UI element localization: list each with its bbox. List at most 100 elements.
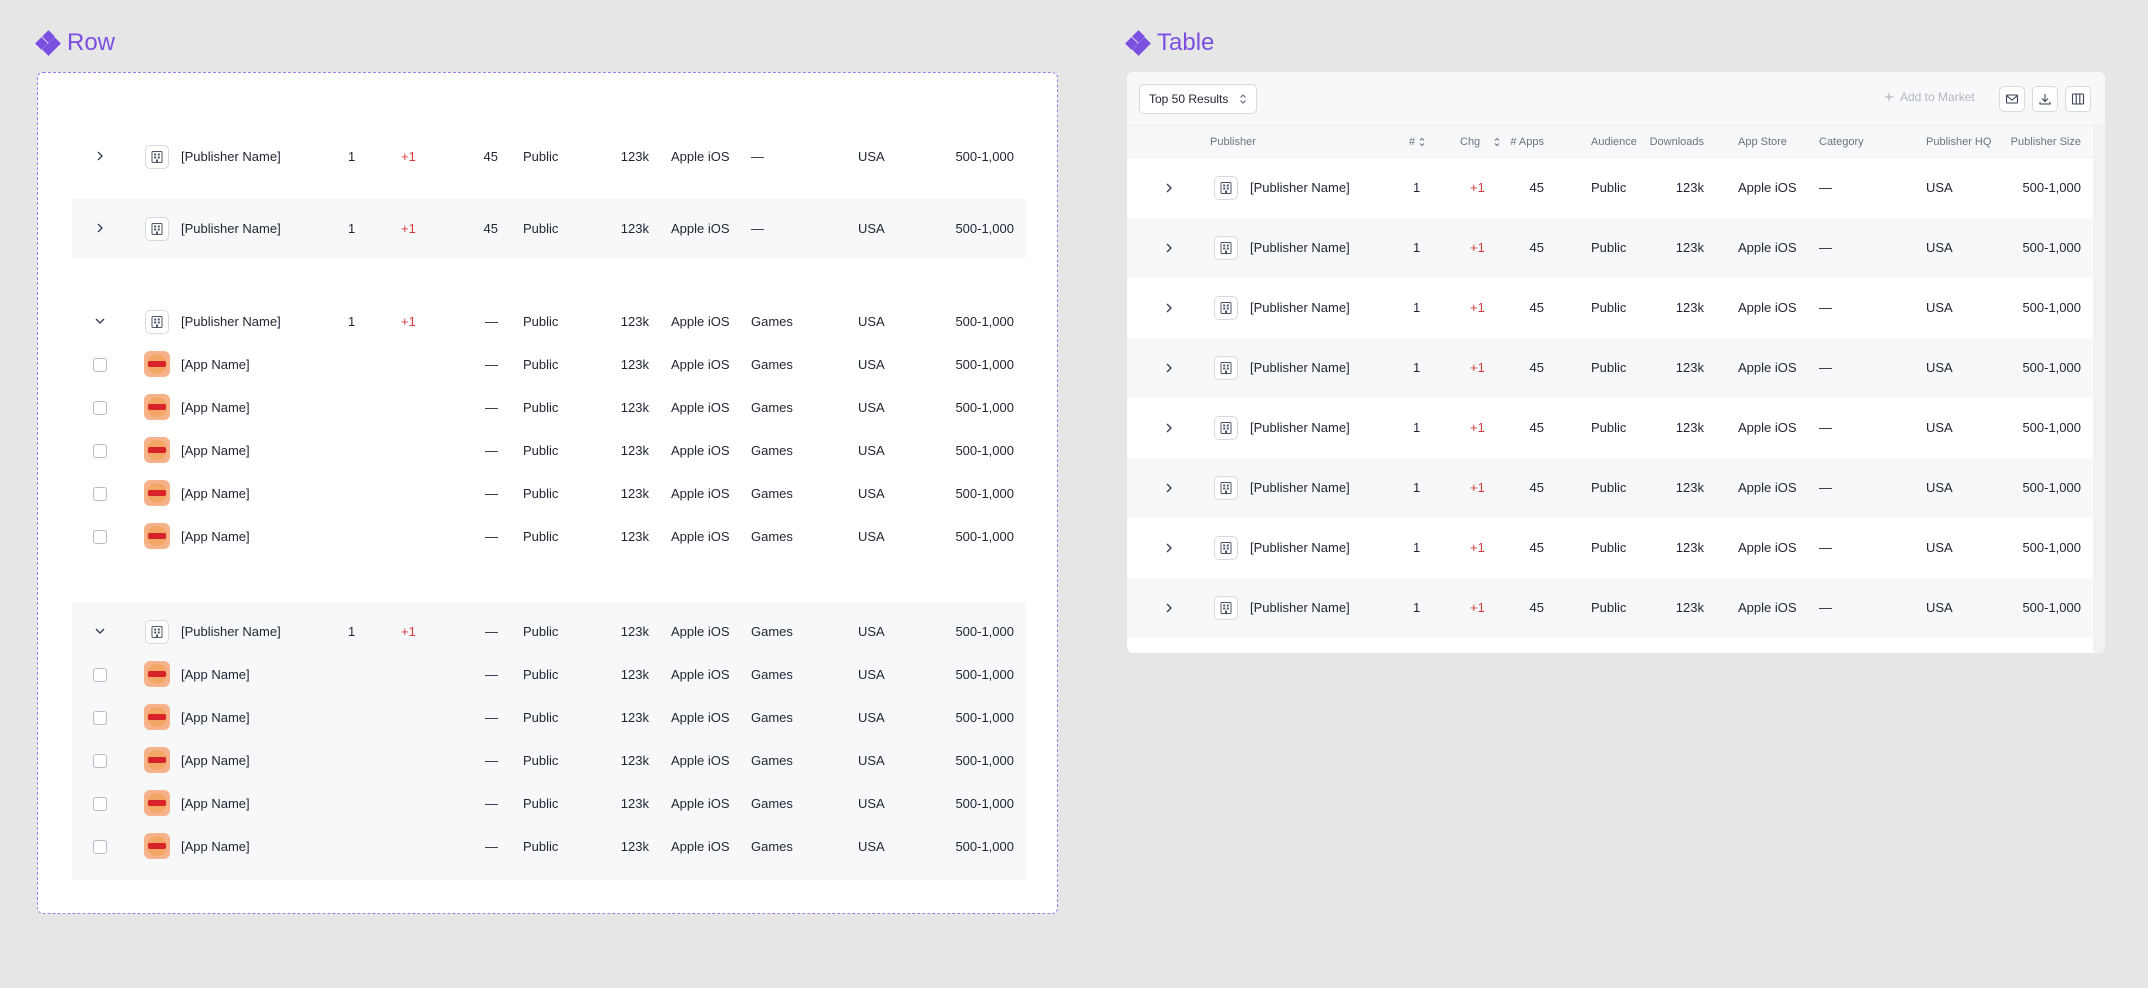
add-to-market-button[interactable]: Add to Market (1884, 90, 1975, 104)
app-row[interactable]: [App Name] — Public 123k Apple iOS Games… (72, 343, 1026, 386)
chevron-right-icon[interactable] (94, 222, 106, 234)
app-count: — (485, 796, 498, 811)
col-publisher-hq[interactable]: Publisher HQ (1926, 136, 1992, 148)
col-app-store[interactable]: App Store (1738, 136, 1787, 148)
download-icon[interactable] (2032, 86, 2058, 112)
chevron-down-icon[interactable] (94, 315, 106, 327)
app-store: Apple iOS (671, 753, 730, 768)
category: — (1819, 180, 1832, 195)
app-checkbox[interactable] (93, 754, 107, 768)
col-apps[interactable]: # Apps (1510, 136, 1544, 148)
app-row[interactable]: [App Name] — Public 123k Apple iOS Games… (72, 825, 1026, 868)
app-count: 45 (1529, 300, 1544, 315)
burger-king-app-icon (144, 833, 170, 859)
app-checkbox[interactable] (93, 711, 107, 725)
app-checkbox[interactable] (93, 797, 107, 811)
category: Games (751, 710, 793, 725)
chevron-right-icon[interactable] (1163, 362, 1175, 374)
table-scrollbar[interactable] (2093, 126, 2105, 653)
table-row[interactable]: [Publisher Name] 1 +1 45 Public 123k App… (1127, 398, 2093, 458)
app-checkbox[interactable] (93, 401, 107, 415)
col-chg[interactable]: Chg (1460, 126, 1500, 158)
app-row[interactable]: [App Name] — Public 123k Apple iOS Games… (72, 782, 1026, 825)
col-chg-label: Chg (1460, 136, 1481, 148)
publisher-size: 500-1,000 (955, 357, 1014, 372)
publisher-row[interactable]: [Publisher Name] 1 +1 45 Public 123k App… (72, 135, 1026, 178)
category: — (751, 149, 764, 164)
app-row[interactable]: [App Name] — Public 123k Apple iOS Games… (72, 739, 1026, 782)
publisher-size: 500-1,000 (2022, 300, 2081, 315)
app-row[interactable]: [App Name] — Public 123k Apple iOS Games… (72, 515, 1026, 558)
publisher-row[interactable]: [Publisher Name] 1 +1 45 Public 123k App… (72, 207, 1026, 250)
col-publisher-size[interactable]: Publisher Size (2010, 136, 2081, 148)
category: — (1819, 540, 1832, 555)
app-row[interactable]: [App Name] — Public 123k Apple iOS Games… (72, 472, 1026, 515)
app-row[interactable]: [App Name] — Public 123k Apple iOS Games… (72, 429, 1026, 472)
rank: 1 (1413, 240, 1421, 255)
app-row[interactable]: [App Name] — Public 123k Apple iOS Games… (72, 653, 1026, 696)
audience: Public (523, 667, 559, 682)
chevron-right-icon[interactable] (1163, 542, 1175, 554)
chevron-down-icon[interactable] (94, 625, 106, 637)
mail-icon[interactable] (1999, 86, 2025, 112)
app-name: [App Name] (181, 529, 250, 544)
app-checkbox[interactable] (93, 668, 107, 682)
col-downloads[interactable]: Downloads (1649, 136, 1704, 148)
app-row[interactable]: [App Name] — Public 123k Apple iOS Games… (72, 386, 1026, 429)
col-publisher[interactable]: Publisher (1210, 136, 1256, 148)
rank: 1 (1413, 540, 1421, 555)
table-row[interactable]: [Publisher Name] 1 +1 45 Public 123k App… (1127, 218, 2093, 278)
chevron-right-icon[interactable] (1163, 602, 1175, 614)
chevron-right-icon[interactable] (1163, 302, 1175, 314)
app-checkbox[interactable] (93, 487, 107, 501)
app-name: [App Name] (181, 667, 250, 682)
publisher-hq: USA (1926, 300, 1953, 315)
app-checkbox[interactable] (93, 444, 107, 458)
app-checkbox[interactable] (93, 358, 107, 372)
results-select[interactable]: Top 50 Results (1139, 84, 1257, 114)
app-store: Apple iOS (671, 443, 730, 458)
downloads: 123k (1675, 420, 1704, 435)
publisher-name: [Publisher Name] (181, 221, 281, 236)
audience: Public (1591, 480, 1627, 495)
category: Games (751, 796, 793, 811)
audience: Public (1591, 180, 1627, 195)
publisher-name: [Publisher Name] (1250, 600, 1350, 615)
rank: 1 (1413, 480, 1421, 495)
publisher-size: 500-1,000 (955, 221, 1014, 236)
table-row[interactable]: [Publisher Name] 1 +1 45 Public 123k App… (1127, 518, 2093, 578)
app-count: — (485, 314, 498, 329)
publisher-row[interactable]: [Publisher Name] 1 +1 — Public 123k Appl… (72, 300, 1026, 343)
columns-icon[interactable] (2065, 86, 2091, 112)
publisher-row[interactable]: [Publisher Name] 1 +1 — Public 123k Appl… (72, 610, 1026, 653)
change: +1 (401, 221, 416, 236)
category: Games (751, 400, 793, 415)
table-row[interactable]: [Publisher Name] 1 +1 45 Public 123k App… (1127, 578, 2093, 638)
downloads: 123k (620, 529, 649, 544)
table-row[interactable]: [Publisher Name] 1 +1 45 Public 123k App… (1127, 458, 2093, 518)
sort-icon (1494, 137, 1500, 147)
chevron-right-icon[interactable] (1163, 182, 1175, 194)
col-audience[interactable]: Audience (1591, 136, 1637, 148)
chevron-right-icon[interactable] (94, 150, 106, 162)
col-rank[interactable]: # (1409, 126, 1425, 158)
chevron-right-icon[interactable] (1163, 242, 1175, 254)
app-count: — (485, 667, 498, 682)
change: +1 (1470, 240, 1485, 255)
chevron-right-icon[interactable] (1163, 422, 1175, 434)
app-count: 45 (1529, 480, 1544, 495)
app-checkbox[interactable] (93, 840, 107, 854)
app-checkbox[interactable] (93, 530, 107, 544)
table-row[interactable]: [Publisher Name] 1 +1 45 Public 123k App… (1127, 278, 2093, 338)
table-row[interactable]: [Publisher Name] 1 +1 45 Public 123k App… (1127, 158, 2093, 218)
publisher-hq: USA (1926, 360, 1953, 375)
app-store: Apple iOS (1738, 540, 1797, 555)
rank: 1 (1413, 420, 1421, 435)
col-category[interactable]: Category (1819, 136, 1864, 148)
table-row[interactable]: [Publisher Name] 1 +1 45 Public 123k App… (1127, 338, 2093, 398)
chevron-right-icon[interactable] (1163, 482, 1175, 494)
audience: Public (523, 710, 559, 725)
audience: Public (523, 624, 559, 639)
app-row[interactable]: [App Name] — Public 123k Apple iOS Games… (72, 696, 1026, 739)
publisher-name: [Publisher Name] (1250, 300, 1350, 315)
